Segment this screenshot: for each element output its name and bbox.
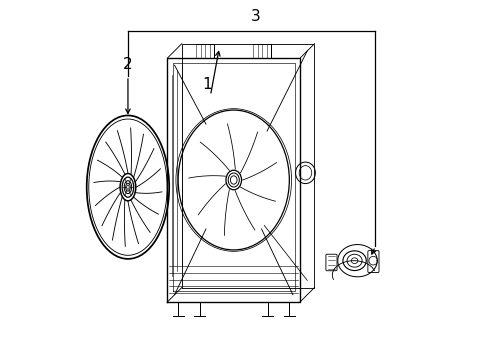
- Text: 3: 3: [250, 9, 260, 24]
- Text: 1: 1: [202, 77, 211, 92]
- Text: 2: 2: [123, 57, 133, 72]
